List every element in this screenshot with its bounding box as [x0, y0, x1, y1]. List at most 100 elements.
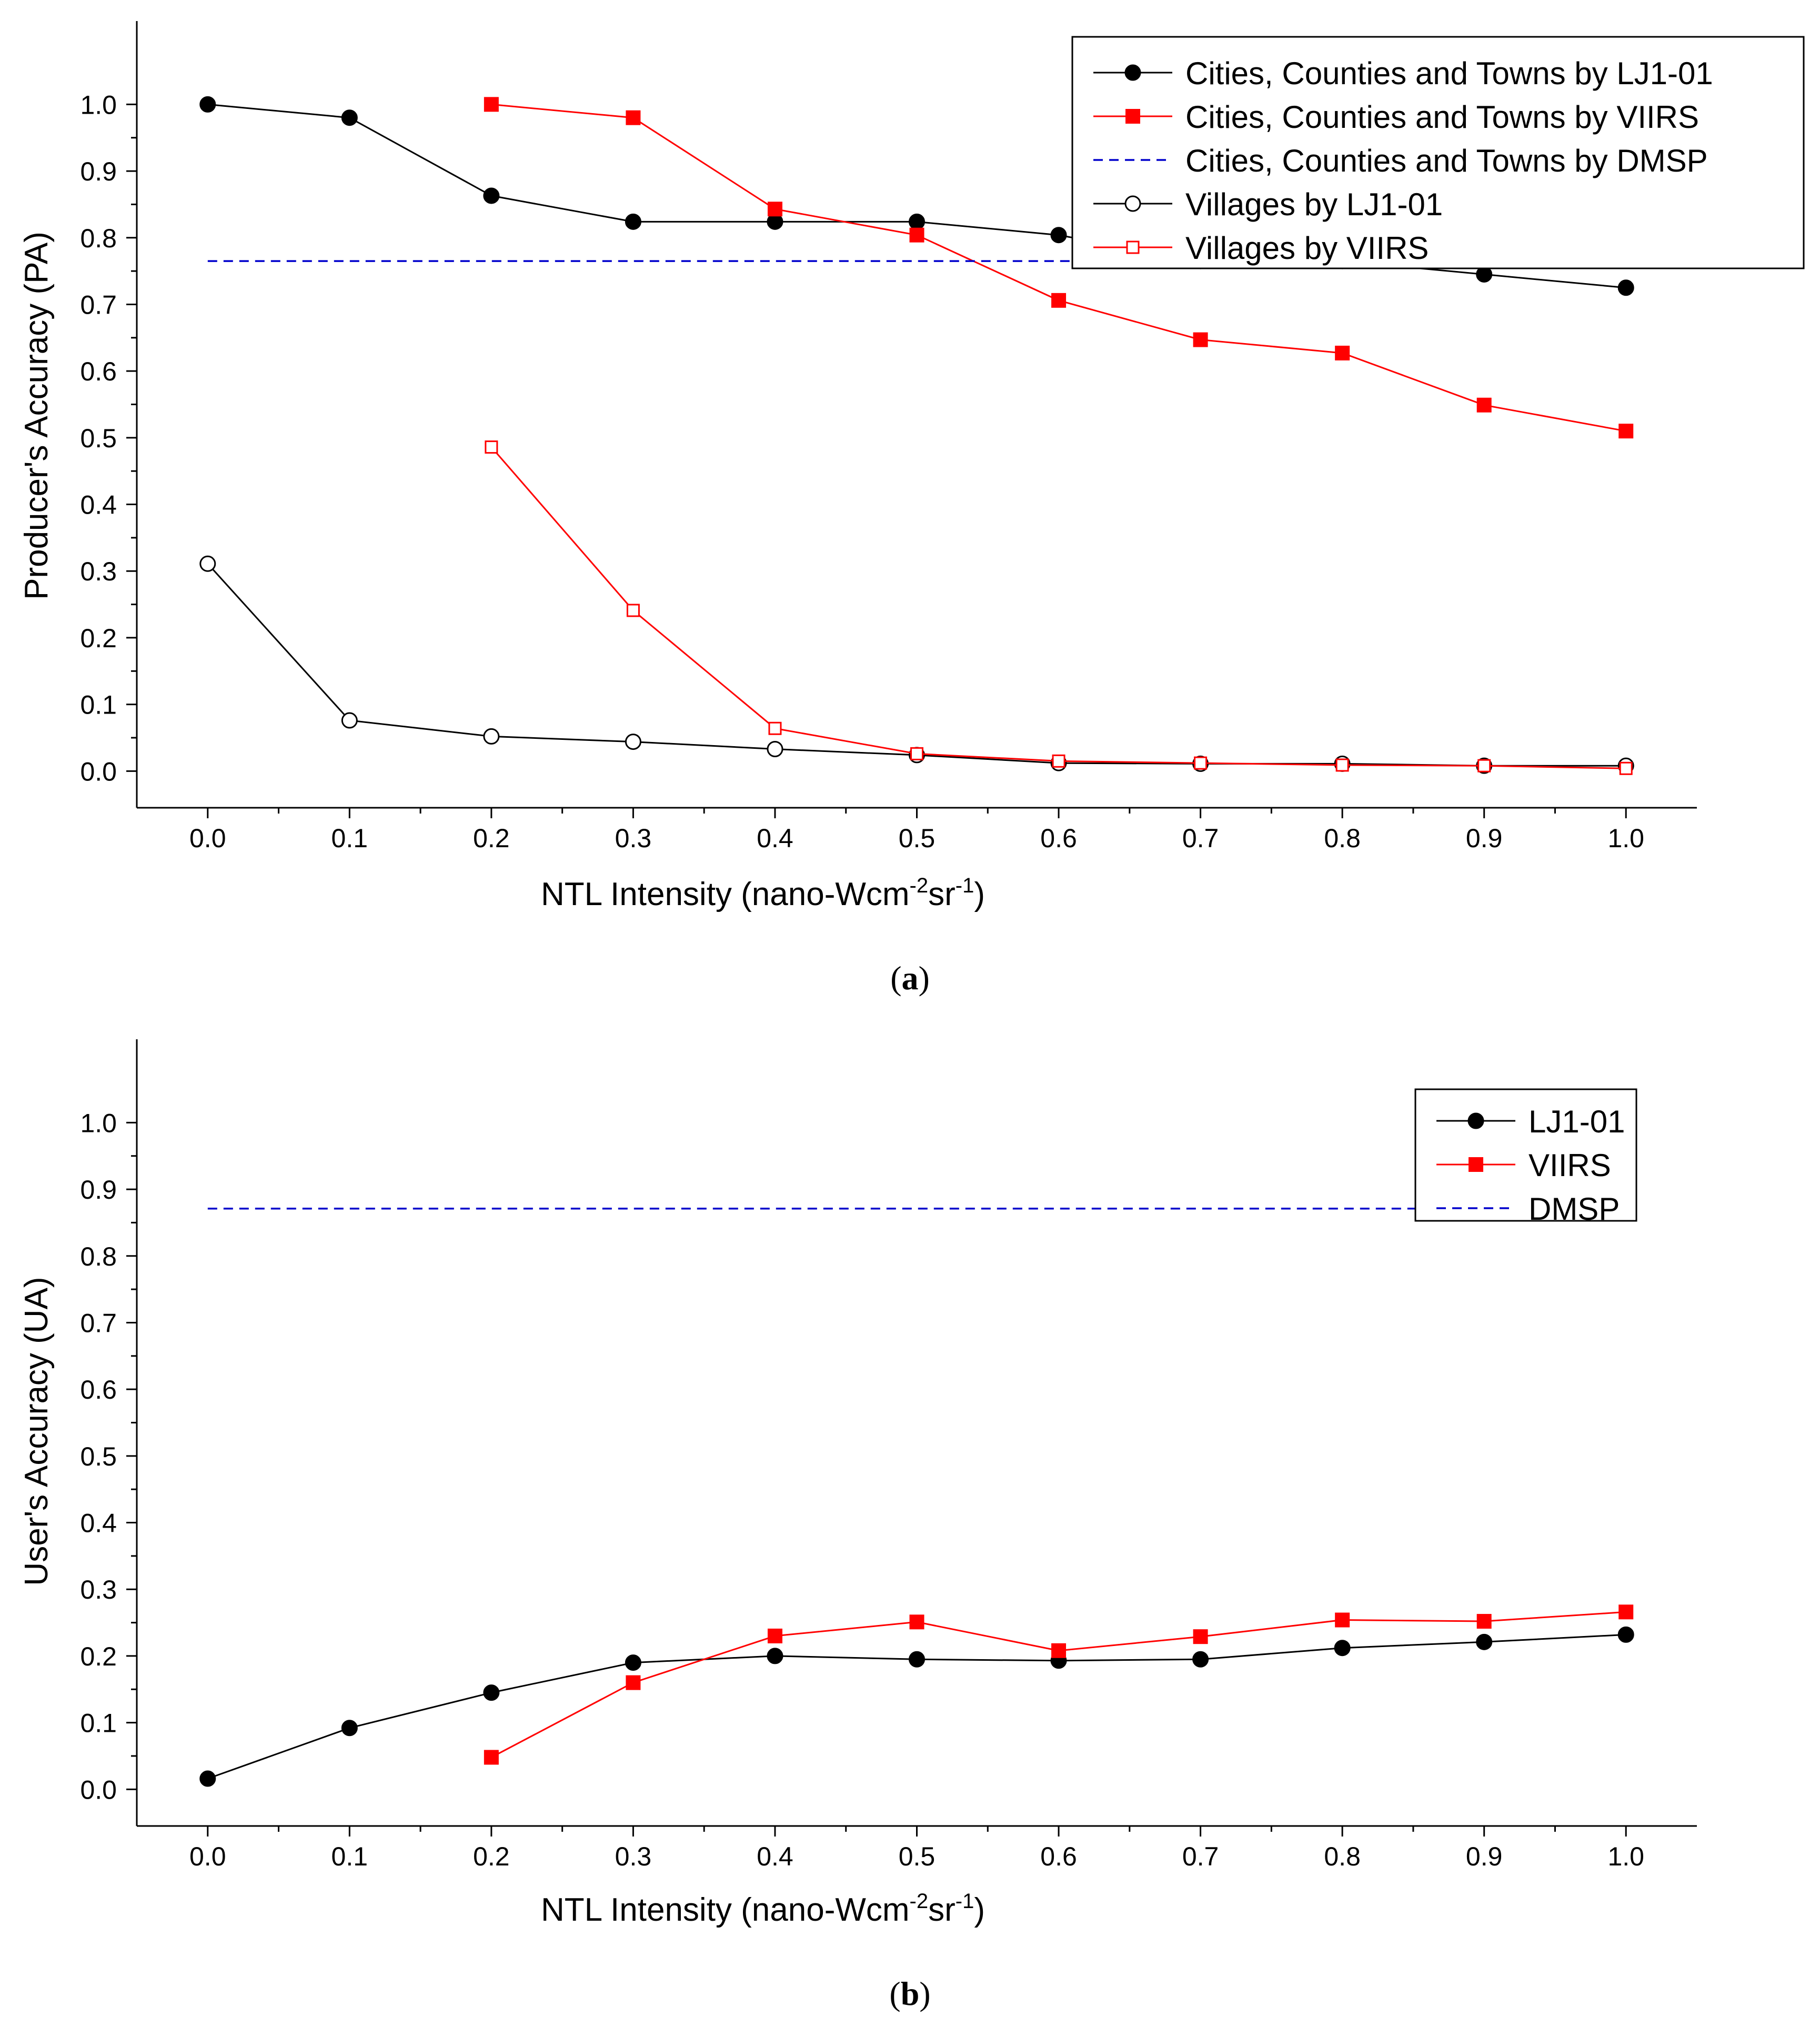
data-point — [909, 227, 924, 243]
data-point — [1476, 397, 1492, 413]
data-point — [1050, 227, 1067, 244]
data-point — [625, 1654, 641, 1671]
chart-a-panel-label: (a) — [890, 959, 930, 997]
data-point — [1192, 1651, 1209, 1668]
legend-label: Cities, Counties and Towns by LJ1-01 — [1185, 56, 1713, 91]
series-viirs — [484, 1604, 1634, 1765]
data-point — [1193, 1629, 1208, 1644]
data-point — [767, 1648, 783, 1664]
x-tick-label: 0.7 — [1182, 1842, 1219, 1871]
y-tick-label: 0.3 — [80, 1575, 117, 1604]
y-tick-label: 0.6 — [80, 1375, 117, 1404]
y-tick-label: 0.7 — [80, 290, 117, 319]
y-tick-label: 0.9 — [80, 157, 117, 186]
data-point — [910, 747, 923, 760]
y-tick-label: 0.6 — [80, 357, 117, 386]
data-point — [1476, 266, 1493, 283]
legend-label: DMSP — [1529, 1191, 1620, 1227]
data-point — [909, 1651, 925, 1668]
chart-a-tick-labels: 0.0 0.1 0.2 0.3 0.4 0.5 0.6 0.7 0.8 0.9 1.0 0.0 0.1 0… — [80, 90, 1644, 853]
x-tick-label: 0.7 — [1182, 824, 1219, 853]
data-point — [1476, 1633, 1493, 1650]
data-point — [1335, 1612, 1350, 1628]
y-tick-label: 0.2 — [80, 624, 117, 653]
x-tick-label: 1.0 — [1607, 824, 1644, 853]
chart-b-users-accuracy: 0.0 0.1 0.2 0.3 0.4 0.5 0.6 0.7 0.8 0.9 1.0 0.0 0.1 0… — [18, 1039, 1697, 2012]
data-point — [1476, 1614, 1492, 1629]
y-tick-label: 0.0 — [80, 757, 117, 786]
chart-b-x-axis-label: NTL Intensity (nano-Wcm-2sr-1) — [541, 1890, 985, 1928]
chart-a-x-axis-label: NTL Intensity (nano-Wcm-2sr-1) — [541, 874, 985, 912]
data-point — [1051, 293, 1067, 308]
data-point — [1052, 754, 1065, 768]
x-tick-label: 0.2 — [473, 1842, 510, 1871]
data-point — [483, 728, 500, 745]
legend-label: Cities, Counties and Towns by VIIRS — [1185, 99, 1699, 135]
data-point — [625, 734, 641, 750]
y-tick-label: 0.1 — [80, 690, 117, 720]
data-point — [1335, 758, 1349, 772]
data-point — [1051, 1643, 1067, 1658]
data-point — [626, 110, 641, 125]
x-tick-label: 0.0 — [189, 1842, 226, 1871]
x-tick-label: 0.5 — [899, 1842, 936, 1871]
data-point — [341, 1720, 358, 1737]
chart-b-legend: LJ1-01 VIIRS DMSP — [1414, 1088, 1637, 1227]
data-point — [1477, 759, 1491, 772]
data-point — [199, 555, 216, 572]
y-tick-label: 0.9 — [80, 1175, 117, 1205]
x-tick-label: 0.2 — [473, 824, 510, 853]
data-point — [768, 721, 782, 735]
chart-b-panel-label: (b) — [889, 1975, 930, 2012]
chart-a-axes — [126, 21, 1697, 818]
data-point — [484, 97, 499, 112]
data-point — [909, 213, 925, 230]
chart-b-y-axis-label: User's Accuracy (UA) — [18, 1277, 55, 1585]
data-point — [767, 202, 782, 217]
x-tick-label: 0.9 — [1466, 1842, 1503, 1871]
data-point — [1619, 761, 1633, 775]
data-point — [767, 213, 783, 230]
legend-label: LJ1-01 — [1529, 1104, 1625, 1139]
x-tick-label: 1.0 — [1607, 1842, 1644, 1871]
chart-b-axes — [126, 1039, 1697, 1837]
data-point — [1194, 756, 1208, 770]
data-point — [1193, 332, 1208, 347]
legend-marker — [1467, 1112, 1484, 1129]
legend-marker — [1125, 109, 1140, 124]
y-tick-label: 0.5 — [80, 1442, 117, 1471]
data-point — [767, 1628, 782, 1643]
data-point — [483, 1684, 500, 1701]
y-tick-label: 0.0 — [80, 1775, 117, 1804]
legend-box — [1071, 36, 1805, 269]
data-point — [1617, 1626, 1634, 1643]
chart-a-legend: Cities, Counties and Towns by LJ1-01 Citi… — [1071, 36, 1805, 269]
chart-b-tick-labels: 0.0 0.1 0.2 0.3 0.4 0.5 0.6 0.7 0.8 0.9 1.0 0.0 0.1 0… — [80, 1108, 1644, 1871]
data-point — [484, 1750, 499, 1765]
y-tick-label: 0.8 — [80, 1242, 117, 1271]
legend-marker — [1124, 195, 1141, 212]
x-tick-label: 0.6 — [1040, 824, 1077, 853]
data-point — [767, 741, 783, 758]
data-point — [341, 109, 358, 126]
y-tick-label: 1.0 — [80, 90, 117, 119]
chart-b-series — [199, 1208, 1634, 1787]
data-point — [483, 187, 500, 204]
y-tick-label: 0.3 — [80, 557, 117, 586]
data-point — [1618, 424, 1634, 439]
y-tick-label: 0.4 — [80, 1509, 117, 1538]
legend-label: Cities, Counties and Towns by DMSP — [1185, 143, 1708, 178]
x-tick-label: 0.0 — [189, 824, 226, 853]
data-point — [909, 1614, 924, 1630]
x-tick-label: 0.8 — [1324, 824, 1361, 853]
y-tick-label: 0.7 — [80, 1308, 117, 1338]
series-villages-by-viirs — [485, 440, 1633, 775]
x-tick-label: 0.4 — [757, 824, 793, 853]
x-tick-label: 0.6 — [1040, 1842, 1077, 1871]
legend-label: VIIRS — [1529, 1148, 1611, 1183]
x-tick-label: 0.5 — [899, 824, 936, 853]
y-tick-label: 0.1 — [80, 1709, 117, 1738]
chart-a-series — [199, 96, 1634, 775]
data-point — [625, 213, 641, 230]
